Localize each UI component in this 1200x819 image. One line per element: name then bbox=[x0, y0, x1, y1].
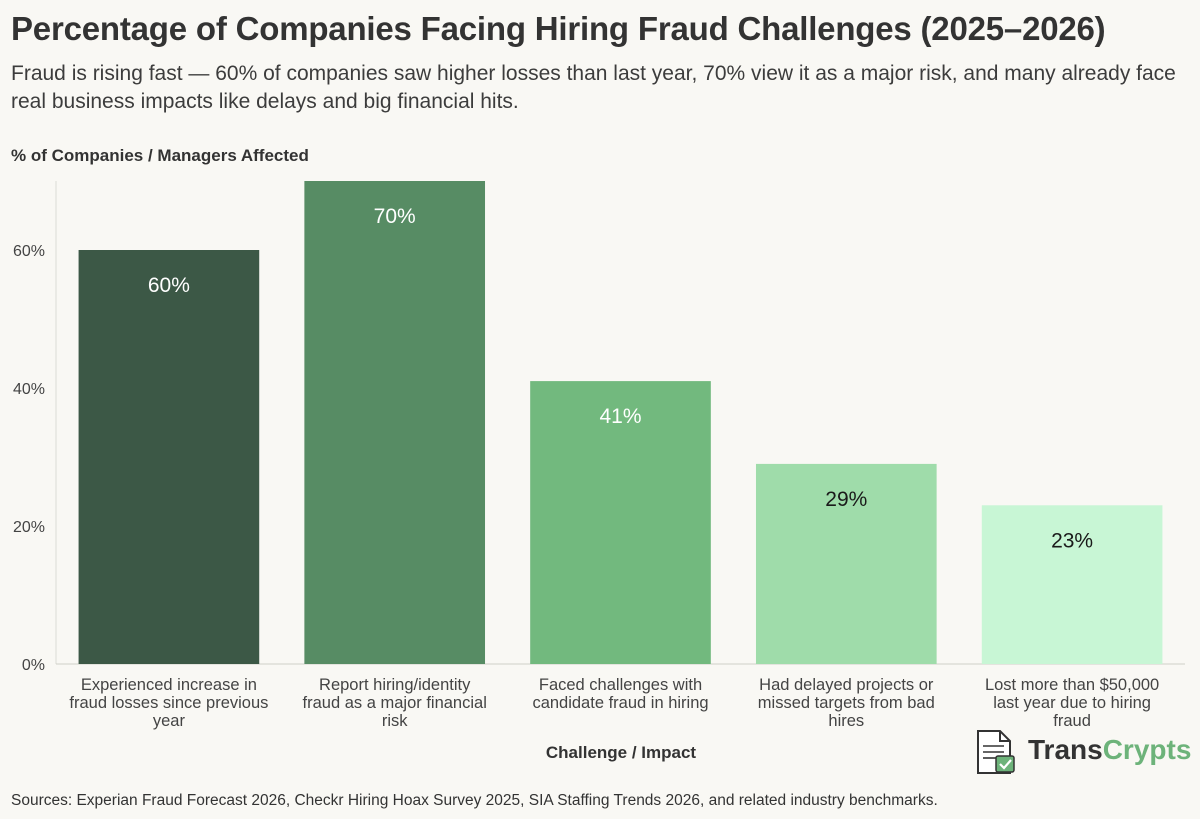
bar bbox=[530, 381, 711, 664]
sources-note: Sources: Experian Fraud Forecast 2026, C… bbox=[11, 792, 938, 809]
brand-name-part2: Crypts bbox=[1102, 734, 1192, 765]
x-tick-label-line: fraud as a major financial bbox=[303, 694, 487, 712]
x-tick-label-line: risk bbox=[382, 712, 408, 730]
bar-chart: % of Companies / Managers Affected 0% 20%… bbox=[11, 146, 1185, 762]
x-tick-label-line: Faced challenges with bbox=[539, 676, 702, 694]
y-tick-label: 0% bbox=[22, 657, 45, 674]
bars bbox=[78, 181, 1163, 664]
bar-value-labels: 60% 70% 41% 29% 23% bbox=[148, 205, 1093, 552]
x-tick-label-line: fraud bbox=[1053, 712, 1091, 730]
x-tick-label-line: fraud losses since previous bbox=[69, 694, 268, 712]
x-tick-label-line: Lost more than $50,000 bbox=[985, 676, 1159, 694]
x-tick-label: Report hiring/identity fraud as a major f… bbox=[303, 676, 487, 730]
x-tick-label: Faced challenges with candidate fraud in … bbox=[532, 676, 708, 712]
x-axis-label: Challenge / Impact bbox=[546, 743, 697, 762]
x-tick-label-line: last year due to hiring bbox=[993, 694, 1151, 712]
bar-value-label: 23% bbox=[1051, 529, 1093, 552]
bar-value-label: 60% bbox=[148, 274, 190, 297]
x-tick-label-line: candidate fraud in hiring bbox=[532, 694, 708, 712]
bar-value-label: 41% bbox=[599, 405, 641, 428]
x-tick-label-line: Report hiring/identity bbox=[319, 676, 471, 694]
x-tick-label: Lost more than $50,000 last year due to h… bbox=[985, 676, 1159, 730]
bar bbox=[755, 463, 937, 664]
x-tick-label-line: hires bbox=[828, 712, 864, 730]
bar-value-label: 70% bbox=[374, 205, 416, 228]
x-tick-label-line: missed targets from bad bbox=[758, 694, 935, 712]
x-tick-label: Experienced increase in fraud losses sinc… bbox=[69, 676, 268, 730]
y-tick-label: 20% bbox=[13, 519, 45, 536]
y-axis-label: % of Companies / Managers Affected bbox=[11, 146, 309, 165]
bar bbox=[78, 250, 260, 664]
brand-logo: TransCrypts bbox=[974, 728, 1191, 776]
bar bbox=[304, 181, 486, 664]
chart-subtitle: Fraud is rising fast — 60% of companies … bbox=[11, 62, 1176, 113]
brand-name-part1: Trans bbox=[1028, 734, 1103, 765]
x-tick-label-line: Had delayed projects or bbox=[759, 676, 934, 694]
y-axis-ticks: 0% 20% 40% 60% bbox=[13, 243, 45, 674]
x-tick-label: Had delayed projects or missed targets fr… bbox=[758, 676, 935, 730]
y-tick-label: 40% bbox=[13, 381, 45, 398]
brand-name: TransCrypts bbox=[1028, 734, 1191, 766]
document-check-icon bbox=[977, 730, 1015, 774]
y-tick-label: 60% bbox=[13, 243, 45, 260]
x-tick-label-line: Experienced increase in bbox=[81, 676, 257, 694]
chart-title: Percentage of Companies Facing Hiring Fr… bbox=[11, 10, 1106, 47]
x-tick-label-line: year bbox=[153, 712, 186, 730]
bar-value-label: 29% bbox=[825, 488, 867, 511]
x-axis-tick-labels: Experienced increase in fraud losses sinc… bbox=[69, 676, 1159, 730]
bar bbox=[981, 505, 1163, 664]
